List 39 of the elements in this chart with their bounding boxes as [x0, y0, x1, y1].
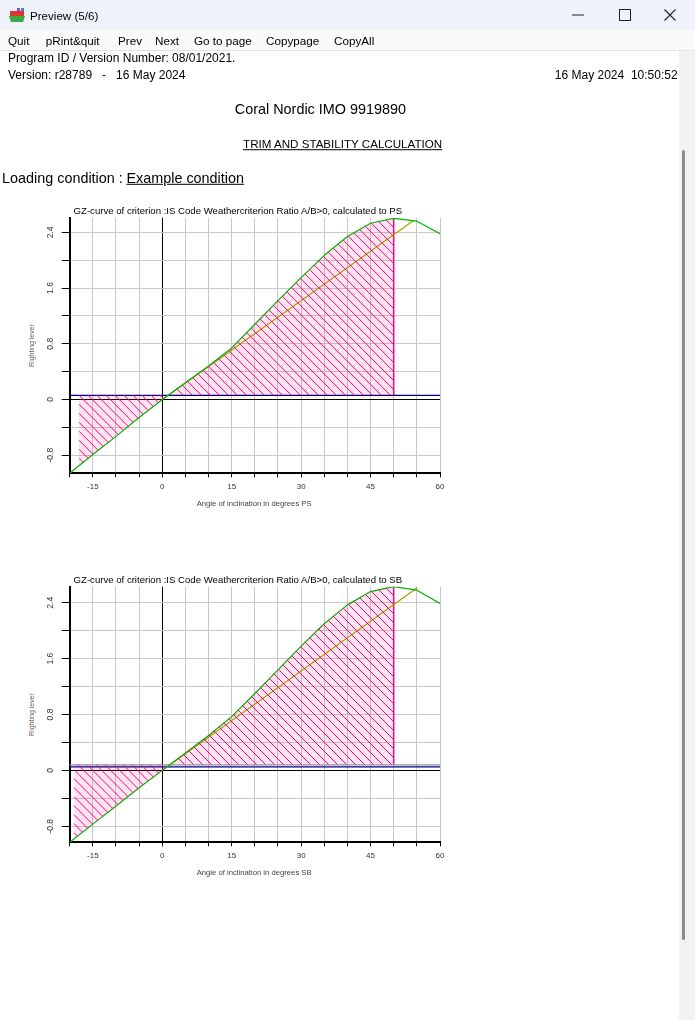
x-tick-label: 45: [366, 851, 376, 861]
text: Example condition: [126, 169, 244, 186]
y-tick-label: 2.4: [45, 596, 56, 609]
y-tick-label: 1.6: [45, 652, 56, 665]
text: CopyAll: [334, 34, 375, 48]
text: Version: r28789 - 16 May 2024: [8, 67, 186, 82]
y-tick-label: 0: [45, 767, 56, 773]
y-tick-label: 0: [45, 396, 56, 402]
chart-title: GZ-curve of criterion :IS Code Weathercriterion Ratio A/B>0, calculated to SB: [73, 574, 403, 586]
x-tick-label: -15: [87, 851, 100, 861]
text: Program ID / Version Number: 08/01/2021.: [8, 51, 236, 65]
y-tick-label: -0.8: [45, 447, 56, 463]
y-tick-label: 0.8: [45, 708, 56, 721]
x-tick-label: 15: [227, 851, 237, 861]
x-tick-label: 60: [435, 482, 445, 492]
y-tick-label: 2.4: [45, 226, 56, 239]
text: Loading condition :: [2, 169, 123, 186]
text: TRIM AND STABILITY CALCULATION: [243, 137, 443, 151]
x-tick-label: 45: [366, 482, 376, 492]
x-tick-label: 15: [227, 482, 237, 492]
text: Quit: [8, 34, 30, 48]
y-tick-label: 0.8: [45, 337, 56, 350]
text: pRint&quit: [45, 34, 100, 48]
text: Next: [155, 34, 180, 48]
x-tick-label: -15: [87, 482, 100, 492]
x-tick-label: 30: [296, 482, 307, 492]
x-tick-label: 0: [160, 482, 166, 492]
chart-title: GZ-curve of criterion :IS Code Weathercriterion Ratio A/B>0, calculated to PS: [73, 205, 403, 217]
y-tick-label: 1.6: [45, 281, 56, 294]
x-tick-label: 60: [435, 851, 445, 861]
text: Prev: [118, 34, 143, 48]
text: Preview (5/6): [30, 9, 99, 23]
text: Go to page: [194, 34, 252, 48]
x-tick-label: 0: [160, 851, 166, 861]
y-tick-label: -0.8: [45, 818, 56, 834]
x-tick-label: 30: [296, 851, 307, 861]
text: Copypage: [266, 34, 320, 48]
text: Coral Nordic IMO 9919890: [234, 100, 406, 117]
text: 16 May 2024 10:50:52: [554, 67, 678, 82]
